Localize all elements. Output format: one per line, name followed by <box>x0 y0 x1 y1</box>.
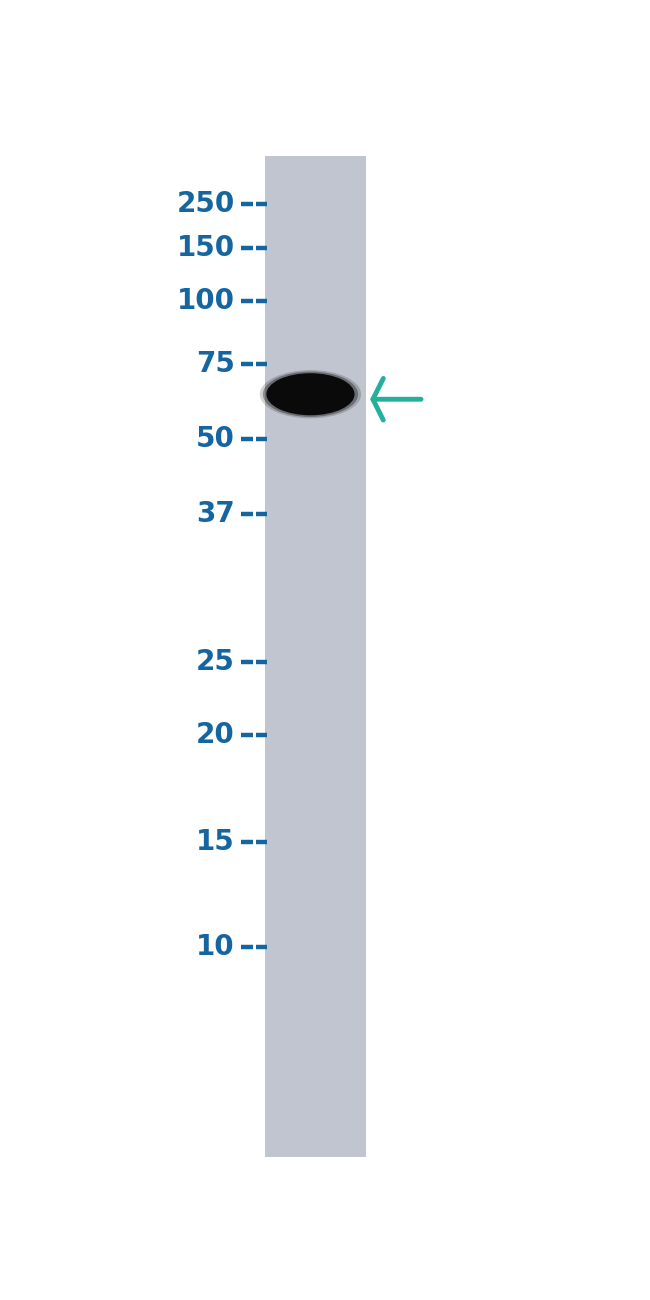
Text: 15: 15 <box>196 828 235 855</box>
Ellipse shape <box>266 373 354 415</box>
Text: 37: 37 <box>196 500 235 528</box>
Bar <box>265 156 366 1157</box>
Text: 250: 250 <box>177 190 235 218</box>
Text: 75: 75 <box>196 350 235 378</box>
Ellipse shape <box>263 372 358 417</box>
Text: 150: 150 <box>177 234 235 263</box>
Text: 50: 50 <box>196 425 235 454</box>
Text: 100: 100 <box>177 287 235 315</box>
Text: 20: 20 <box>196 720 235 749</box>
Text: 10: 10 <box>196 933 235 961</box>
Ellipse shape <box>260 370 361 419</box>
Text: 25: 25 <box>196 647 235 676</box>
